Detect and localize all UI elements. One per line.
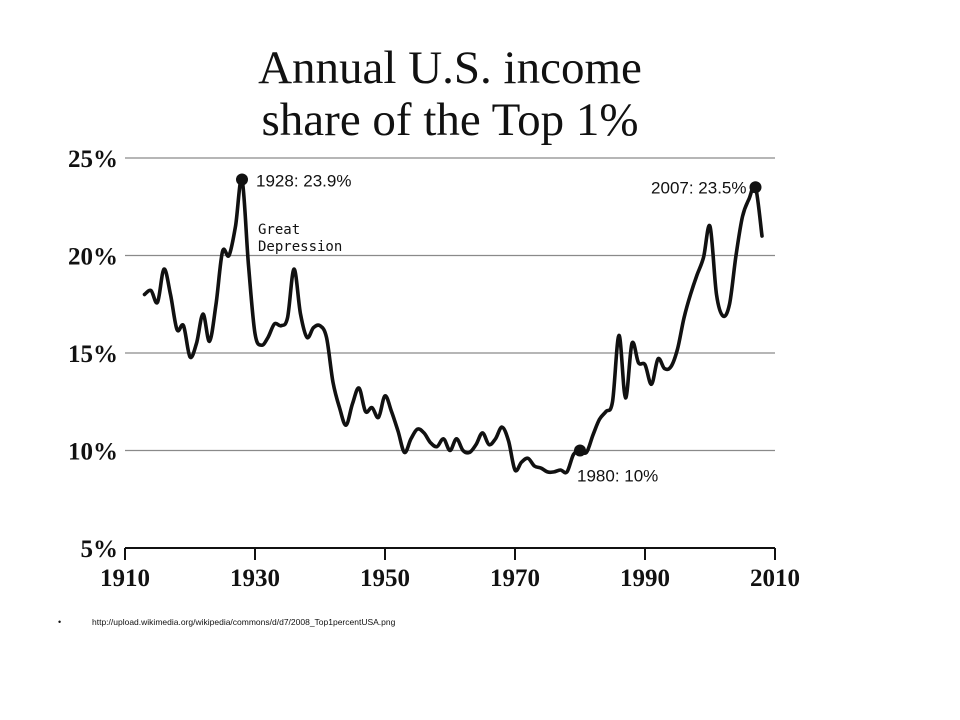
bullet-icon: • [58,617,62,627]
annotation-marker [574,444,586,457]
series [142,177,764,475]
annotation-label: 1928: 23.9% [256,171,351,190]
x-tick-label: 1970 [490,565,540,592]
chart-title-line-2: share of the Top 1% [261,94,639,146]
annotation-marker [236,173,248,186]
chart-title: Annual U.S. income share of the Top 1% [200,42,700,146]
y-tick-label: 25% [68,146,118,173]
annotation-label: 1980: 10% [577,467,658,486]
x-tick-labels: 1910 1930 1950 1970 1990 2010 [100,565,800,592]
y-tick-label: 5% [81,536,119,563]
y-tick-label: 20% [68,244,118,271]
grid-lines [125,157,775,452]
source-url: http://upload.wikimedia.org/wikipedia/co… [92,617,396,627]
event-label-depression: Depression [258,239,342,255]
annotation-marker [749,181,762,194]
event-label-great: Great [258,222,300,238]
x-tick-label: 1950 [360,565,410,592]
y-tick-label: 15% [68,341,118,368]
x-tick-label: 2010 [750,565,800,592]
series-line-top1-share [142,177,764,475]
y-tick-label: 10% [68,439,118,466]
x-tick-label: 1990 [620,565,670,592]
chart-title-line-1: Annual U.S. income [258,42,642,94]
x-tick-label: 1930 [230,565,280,592]
y-tick-labels: 5% 10% 15% 20% 25% [68,146,118,563]
annotation-label: 2007: 23.5% [651,178,746,197]
annotations: 1928: 23.9% 2007: 23.5% 1980: 10% [236,171,762,486]
source-footer: • http://upload.wikimedia.org/wikipedia/c… [58,617,395,627]
axes [124,547,776,560]
x-tick-label: 1910 [100,565,150,592]
